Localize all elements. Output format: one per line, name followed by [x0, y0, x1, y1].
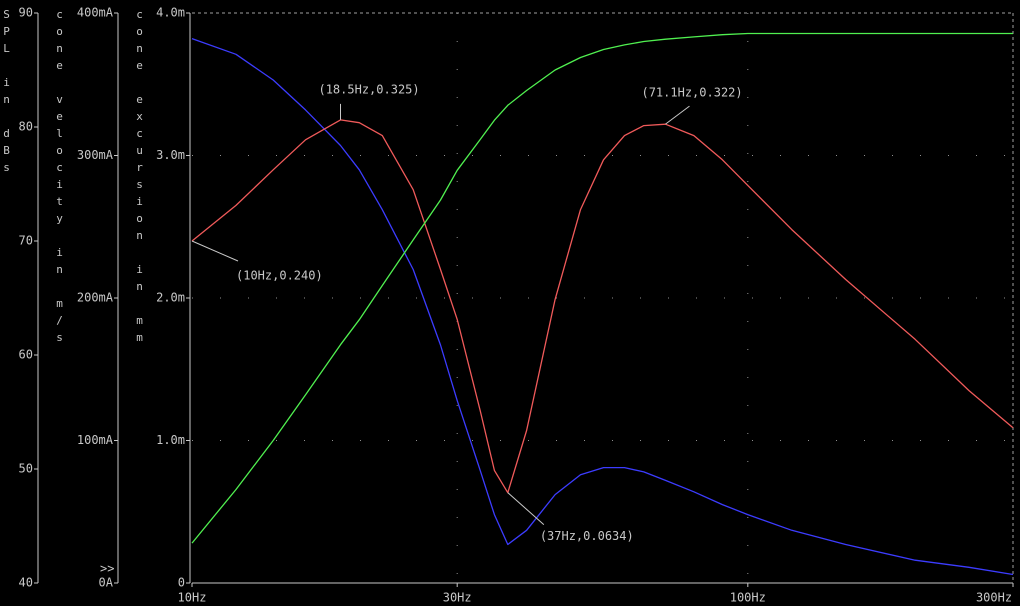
y-tick-label: 40: [19, 576, 33, 590]
annotation-leader: [191, 240, 239, 262]
axis-marker: >>: [100, 562, 114, 576]
series-line: [191, 37, 1014, 576]
annotation-leader: [665, 105, 690, 125]
annotation-label: (18.5Hz,0.325): [318, 82, 419, 96]
annotation-label: (37Hz,0.0634): [540, 529, 634, 543]
series-line: [191, 119, 1014, 494]
x-tick-label: 100Hz: [730, 591, 766, 605]
y2-tick-label: 0A: [99, 576, 114, 590]
annotation-label: (10Hz,0.240): [236, 269, 323, 283]
y3-tick-label: 3.0m: [156, 148, 185, 162]
annotation-leader: [507, 492, 545, 526]
x-tick-label: 10Hz: [178, 591, 207, 605]
y3-tick-label: 2.0m: [156, 291, 185, 305]
y-tick-label: 70: [19, 234, 33, 248]
y2-tick-label: 100mA: [77, 433, 114, 447]
y3-tick-label: 0: [178, 576, 185, 590]
y-tick-label: 60: [19, 348, 33, 362]
y-tick-label: 90: [19, 6, 33, 20]
y-tick-label: 80: [19, 120, 33, 134]
y-axis-title: SPL in dBs: [0, 8, 13, 178]
y2-tick-label: 200mA: [77, 291, 114, 305]
y-tick-label: 50: [19, 462, 33, 476]
y3-tick-label: 4.0m: [156, 6, 185, 20]
y2-tick-label: 300mA: [77, 148, 114, 162]
x-tick-label: 30Hz: [443, 591, 472, 605]
y3-tick-label: 1.0m: [156, 433, 185, 447]
series-line: [191, 32, 1013, 544]
annotation-label: (71.1Hz,0.322): [641, 86, 742, 100]
x-tick-label: 300Hz: [976, 591, 1012, 605]
y2-axis-title: cone velocity in m/s: [53, 8, 66, 348]
y2-tick-label: 400mA: [77, 6, 114, 20]
y3-axis-title: cone excursion in mm: [133, 8, 146, 348]
